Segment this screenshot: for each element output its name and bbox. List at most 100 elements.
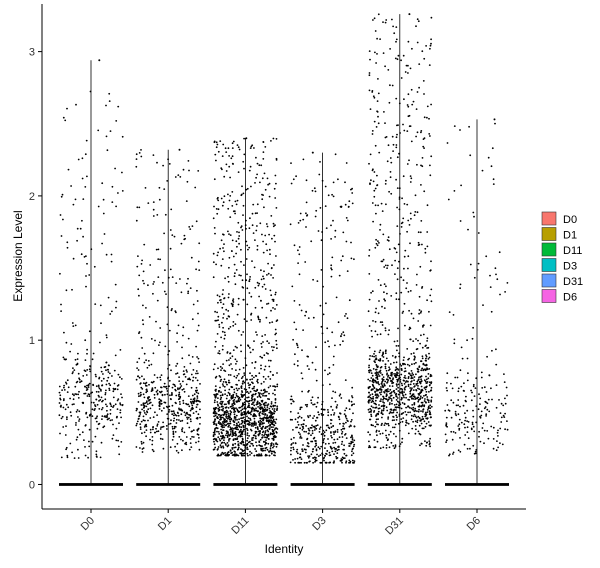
data-point (376, 378, 379, 380)
data-point (375, 429, 378, 432)
data-point (492, 183, 495, 186)
data-point (71, 451, 73, 454)
data-point (165, 425, 168, 427)
data-point (141, 319, 144, 322)
data-point (293, 244, 296, 247)
data-point (272, 392, 274, 395)
data-point (156, 389, 159, 392)
data-point (504, 291, 506, 293)
data-point (199, 416, 202, 419)
data-point (155, 427, 157, 430)
data-point (85, 285, 87, 288)
data-point (397, 54, 400, 57)
data-point (66, 107, 68, 110)
data-point (74, 385, 77, 388)
data-point (264, 447, 267, 450)
data-point (419, 265, 422, 268)
data-point (417, 231, 420, 234)
data-point (300, 309, 303, 312)
data-point (406, 363, 409, 366)
data-point (228, 155, 231, 157)
data-point (410, 312, 413, 315)
data-point (428, 64, 431, 66)
data-point (212, 412, 215, 415)
data-point (225, 417, 228, 419)
data-point (138, 331, 141, 333)
data-point (229, 413, 232, 416)
data-point (290, 162, 292, 165)
data-point (195, 406, 198, 408)
data-point (469, 154, 472, 157)
data-point (262, 418, 265, 421)
data-point (233, 375, 236, 378)
data-point (197, 357, 200, 360)
data-point (182, 380, 184, 383)
data-point (409, 392, 412, 395)
data-point (412, 406, 415, 409)
data-point (220, 391, 222, 394)
data-point (99, 388, 102, 391)
data-point (85, 374, 88, 376)
data-point (464, 419, 466, 422)
data-point (492, 438, 495, 440)
data-point (228, 453, 231, 456)
data-point (227, 315, 230, 317)
data-point (392, 150, 394, 153)
data-point (245, 188, 248, 191)
data-point (421, 165, 424, 168)
data-point (334, 153, 337, 156)
data-point (214, 414, 217, 417)
data-point (403, 129, 406, 132)
data-point (305, 179, 308, 182)
data-point (192, 379, 194, 382)
data-point (332, 364, 335, 366)
data-point (88, 274, 91, 276)
data-point (295, 450, 298, 453)
data-point (430, 382, 432, 385)
data-point (504, 402, 507, 405)
data-point (389, 395, 392, 397)
data-point (233, 446, 236, 449)
data-point (459, 283, 462, 286)
data-point (315, 444, 318, 447)
data-point (387, 422, 390, 425)
data-point (113, 369, 116, 372)
data-point (395, 435, 397, 438)
data-point (253, 413, 256, 415)
data-point (157, 276, 160, 278)
data-point (378, 430, 380, 433)
data-point (424, 364, 427, 367)
data-point (426, 204, 429, 207)
data-point (254, 390, 257, 392)
data-point (256, 203, 259, 206)
data-point (242, 425, 245, 428)
data-point (147, 408, 150, 411)
data-point (273, 434, 276, 437)
data-point (249, 419, 252, 421)
data-point (400, 382, 403, 385)
data-point (350, 419, 353, 421)
data-point (255, 424, 257, 426)
data-point (180, 413, 183, 416)
data-point (243, 374, 246, 376)
data-point (214, 310, 217, 313)
data-point (86, 352, 88, 355)
data-point (327, 409, 329, 411)
data-point (384, 299, 386, 302)
x-axis-title: Identity (265, 542, 304, 556)
data-point (380, 202, 383, 205)
data-point (245, 388, 248, 391)
data-point (370, 377, 373, 379)
data-point (304, 404, 307, 406)
data-point (111, 375, 113, 377)
data-point (387, 418, 389, 420)
data-point (60, 456, 63, 459)
data-point (351, 459, 354, 462)
data-point (271, 413, 274, 416)
data-point (346, 419, 349, 422)
data-point (403, 356, 405, 359)
data-point (307, 455, 309, 457)
data-point (330, 414, 333, 416)
data-point (466, 426, 469, 429)
data-point (370, 397, 373, 400)
